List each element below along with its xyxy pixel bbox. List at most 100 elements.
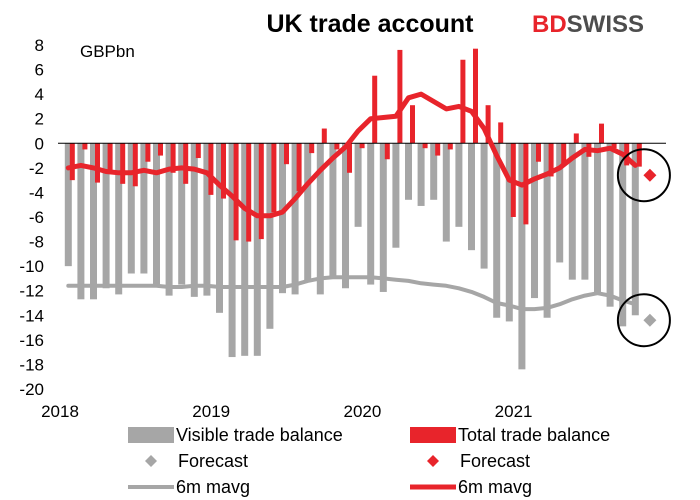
visible-bar [556,143,564,263]
x-axis-ticks: 2018 2019 2020 2021 [41,402,532,421]
total-bar [158,143,163,156]
total-bar [460,59,466,144]
legend-label: 6m mavg [176,477,250,497]
visible-bar [531,143,538,299]
visible-bar [266,143,274,329]
total-bar [573,133,579,144]
total-bar [271,143,277,213]
visible-bar [153,143,160,286]
legend-swatch-diamond [145,455,157,467]
visible-bar [518,143,526,370]
total-bar [107,143,113,173]
total-bar [599,123,604,144]
total-bar [309,143,315,154]
visible-bar [468,143,475,251]
visible-bar [291,143,299,295]
legend-label: Forecast [460,451,530,471]
visible-bar [304,143,312,283]
visible-bar [127,143,135,274]
total-bar [233,143,239,241]
visible-bar [203,143,211,296]
total-bar [120,143,126,184]
legend-item: Total trade balance [410,425,610,445]
total-bar [372,75,378,144]
visible-bar [279,143,286,294]
brand-logo: BDSWISS [532,11,644,38]
total-bar [536,143,541,162]
visible-bar [392,143,400,248]
unit-label: GBPbn [80,42,135,61]
total-bar [334,143,340,150]
total-forecast-marker [643,168,657,182]
y-tick-label: -6 [29,208,44,227]
svg-text:BDSWISS: BDSWISS [532,11,644,38]
legend-item: Forecast [145,451,248,471]
y-tick-label: 6 [35,61,44,80]
visible-bar [367,143,375,285]
total-bar [473,48,478,144]
logo-swiss-text: SWISS [567,11,644,38]
total-bar [611,143,617,149]
visible-bar [581,143,589,280]
total-bar [208,143,214,195]
total-bar [347,143,352,173]
legend-item: 6m mavg [128,477,250,497]
visible-bar [606,143,614,307]
total-bar [170,143,176,173]
visible-bar [568,143,576,280]
y-tick-label: -10 [19,257,44,276]
y-tick-label: -16 [19,331,44,350]
total-bar [435,143,441,156]
legend-swatch-bar [128,427,174,443]
visible-bar [228,143,236,358]
y-tick-label: -18 [19,355,44,374]
total-bar [321,128,327,144]
visible-bar [493,143,501,318]
visible-bar [594,143,601,294]
visible-bar [631,143,639,316]
visible-trade-balance-bars [64,143,639,370]
y-tick-label: -14 [19,306,44,325]
total-bar [145,143,151,162]
legend-item: 6m mavg [410,477,532,497]
y-tick-label: -2 [29,159,44,178]
visible-bar [405,143,412,200]
moving-average-lines [65,91,638,312]
y-tick-label: -4 [29,183,44,202]
total-bar [410,105,415,144]
visible-mavg-line [66,275,638,312]
x-tick-label: 2020 [343,402,381,421]
visible-bar [178,143,186,285]
legend-label: Forecast [178,451,248,471]
y-tick-label: -12 [19,282,44,301]
forecast-circle [616,148,671,203]
total-bar [561,143,567,165]
total-bar [384,143,390,160]
total-bar [447,143,453,150]
total-bar [485,105,491,144]
forecast-circles [616,148,671,348]
total-bar [284,143,289,165]
visible-bar [190,143,198,297]
legend-item: Visible trade balance [128,425,343,445]
legend-label: 6m mavg [458,477,532,497]
total-bar [246,143,252,242]
total-bar [498,122,504,144]
visible-bar [216,143,223,313]
x-tick-label: 2018 [41,402,79,421]
total-bar [132,143,138,187]
visible-bar [543,143,551,318]
y-tick-label: 0 [35,134,44,153]
visible-bar [505,143,513,322]
total-bar [422,143,428,149]
visible-bar [64,143,72,267]
total-bar [82,143,88,150]
visible-bar [417,143,425,206]
forecast-markers [643,168,657,327]
visible-bar [90,143,97,300]
total-bar [69,143,75,181]
visible-bar [115,143,123,295]
y-tick-label: 8 [35,36,44,55]
total-bar [183,143,189,184]
